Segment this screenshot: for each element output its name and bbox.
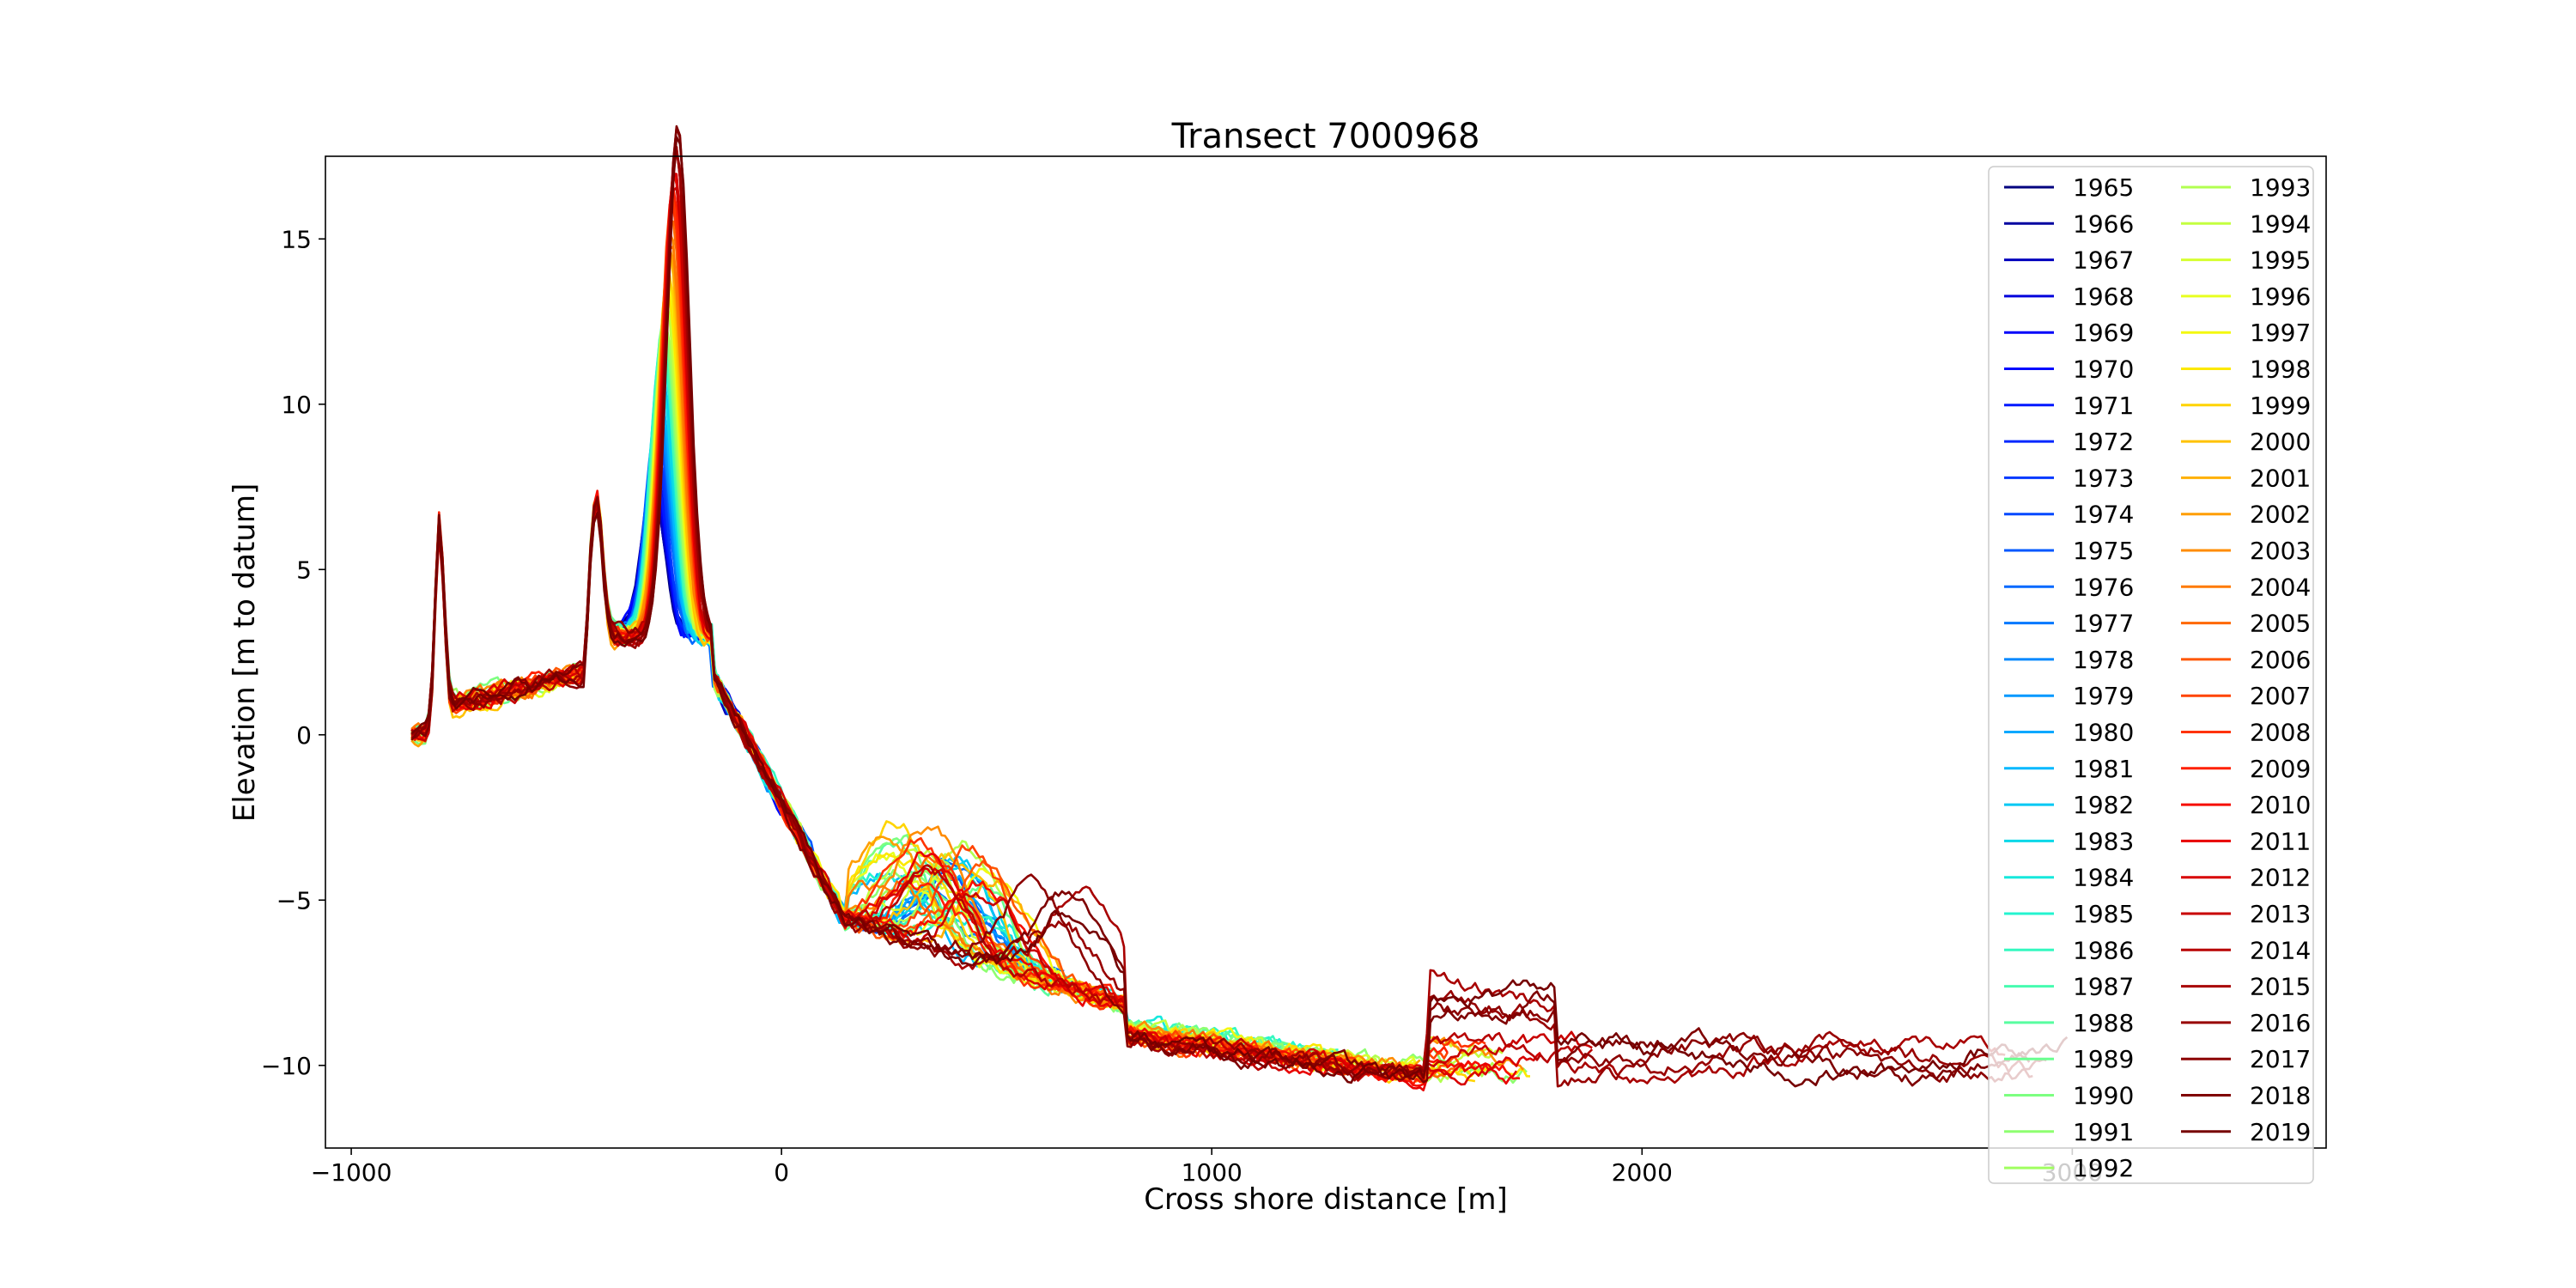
- legend-label-1980: 1980: [2073, 719, 2134, 747]
- x-tick-label: −1000: [311, 1158, 392, 1187]
- legend-label-1999: 1999: [2250, 392, 2311, 420]
- legend-label-1997: 1997: [2250, 319, 2311, 347]
- legend-label-1972: 1972: [2073, 428, 2134, 456]
- legend-label-2001: 2001: [2250, 464, 2311, 492]
- x-tick-label: 0: [774, 1158, 789, 1187]
- legend-label-1973: 1973: [2073, 464, 2134, 492]
- legend: 1965 1966 1967 1968 1969 1970 1971 1972 1973 1974…: [1988, 166, 2314, 1184]
- legend-label-2000: 2000: [2250, 428, 2311, 456]
- legend-label-1977: 1977: [2073, 610, 2134, 638]
- legend-label-2008: 2008: [2250, 719, 2311, 747]
- legend-label-1978: 1978: [2073, 646, 2134, 674]
- legend-label-2007: 2007: [2250, 682, 2311, 710]
- legend-label-2009: 2009: [2250, 755, 2311, 783]
- legend-label-1985: 1985: [2073, 900, 2134, 928]
- legend-label-2003: 2003: [2250, 537, 2311, 565]
- legend-label-1984: 1984: [2073, 864, 2134, 892]
- legend-label-2004: 2004: [2250, 573, 2311, 601]
- legend-label-2011: 2011: [2250, 827, 2311, 855]
- legend-label-1996: 1996: [2250, 283, 2311, 311]
- y-axis-title: Elevation [m to datum]: [228, 483, 262, 823]
- legend-label-1976: 1976: [2073, 573, 2134, 601]
- x-tick-label: 1000: [1182, 1158, 1242, 1187]
- legend-label-1965: 1965: [2073, 173, 2134, 202]
- y-tick-label: −5: [276, 886, 312, 914]
- legend-label-1971: 1971: [2073, 392, 2134, 420]
- legend-entries: 1965 1966 1967 1968 1969 1970 1971 1972 1973 1974…: [2004, 173, 2311, 1182]
- legend-label-2015: 2015: [2250, 973, 2311, 1001]
- legend-label-1969: 1969: [2073, 319, 2134, 347]
- legend-label-2019: 2019: [2250, 1118, 2311, 1146]
- legend-label-1975: 1975: [2073, 537, 2134, 565]
- legend-label-1974: 1974: [2073, 501, 2134, 529]
- series-line-2019: [410, 136, 2069, 1088]
- y-tick-label: 15: [281, 225, 312, 253]
- legend-label-2002: 2002: [2250, 501, 2311, 529]
- plot-area: [325, 125, 2327, 1149]
- series-line-2016: [411, 149, 2033, 1088]
- legend-label-1970: 1970: [2073, 355, 2134, 384]
- legend-label-1986: 1986: [2073, 936, 2134, 964]
- x-axis-title: Cross shore distance [m]: [1144, 1182, 1508, 1217]
- legend-label-2018: 2018: [2250, 1082, 2311, 1110]
- legend-label-2014: 2014: [2250, 936, 2311, 964]
- legend-label-1993: 1993: [2250, 173, 2311, 202]
- axes-frame: [325, 155, 2327, 1149]
- y-tick-label: 0: [296, 721, 312, 750]
- x-tick-label: 2000: [1612, 1158, 1673, 1187]
- y-axis: −10 −5 0 5 10 15: [261, 225, 325, 1080]
- series-layer: [410, 125, 2069, 1091]
- legend-label-1995: 1995: [2250, 246, 2311, 275]
- legend-label-1967: 1967: [2073, 246, 2134, 275]
- legend-frame: [1988, 166, 2314, 1184]
- y-tick-label: 5: [296, 556, 312, 584]
- legend-label-2017: 2017: [2250, 1045, 2311, 1073]
- legend-label-1994: 1994: [2250, 210, 2311, 238]
- legend-label-1966: 1966: [2073, 210, 2134, 238]
- legend-label-1989: 1989: [2073, 1045, 2134, 1073]
- legend-label-1968: 1968: [2073, 283, 2134, 311]
- legend-label-2010: 2010: [2250, 791, 2311, 819]
- legend-label-1982: 1982: [2073, 791, 2134, 819]
- legend-label-1983: 1983: [2073, 827, 2134, 855]
- legend-label-1991: 1991: [2073, 1118, 2134, 1146]
- legend-label-2005: 2005: [2250, 610, 2311, 638]
- chart-title: Transect 7000968: [1171, 117, 1480, 156]
- legend-label-1998: 1998: [2250, 355, 2311, 384]
- legend-label-1979: 1979: [2073, 682, 2134, 710]
- legend-label-1988: 1988: [2073, 1009, 2134, 1037]
- legend-label-1981: 1981: [2073, 755, 2134, 783]
- legend-label-1987: 1987: [2073, 973, 2134, 1001]
- legend-label-2006: 2006: [2250, 646, 2311, 674]
- legend-label-2013: 2013: [2250, 900, 2311, 928]
- legend-label-2016: 2016: [2250, 1009, 2311, 1037]
- y-tick-label: −10: [261, 1052, 312, 1080]
- legend-label-2012: 2012: [2250, 864, 2311, 892]
- legend-label-1992: 1992: [2073, 1154, 2134, 1182]
- y-tick-label: 10: [281, 391, 312, 419]
- legend-label-1990: 1990: [2073, 1082, 2134, 1110]
